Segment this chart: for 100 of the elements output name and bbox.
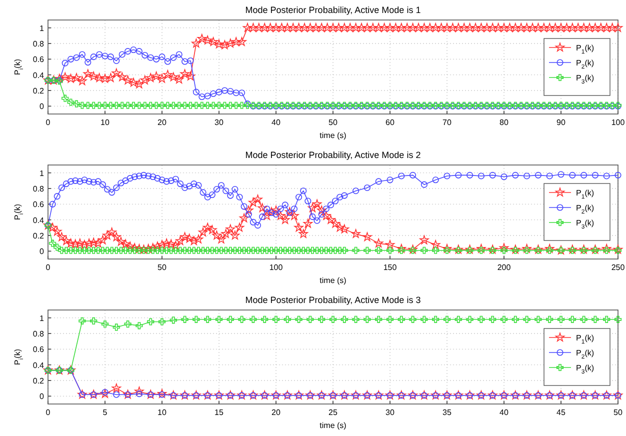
point: [124, 320, 132, 328]
point: [215, 316, 223, 323]
y-tick-label: 0.2: [32, 86, 45, 96]
point: [375, 316, 382, 323]
legend-label: P$_{2}$(k): [576, 58, 594, 70]
point: [489, 316, 496, 323]
chart-title: Mode Posterior Probability, Active Mode is 2: [245, 150, 421, 160]
point: [568, 316, 576, 323]
y-tick-label: 0.6: [32, 55, 45, 64]
point: [136, 322, 143, 330]
y-tick-label: 0.2: [32, 232, 45, 240]
point: [614, 316, 622, 323]
y-tick-label: 0: [40, 392, 45, 402]
x-tick-label: 50: [158, 263, 167, 272]
x-tick-label: 200: [497, 263, 512, 272]
point: [134, 386, 144, 396]
x-tick-label: 80: [500, 118, 509, 127]
y-tick-label: 0.4: [32, 360, 45, 370]
point: [386, 316, 394, 323]
y-tick-label: 0.6: [32, 200, 45, 210]
point: [147, 318, 154, 326]
x-tick-label: 45: [556, 408, 566, 417]
point: [78, 317, 86, 325]
point: [340, 316, 348, 323]
point: [90, 317, 98, 325]
point: [284, 316, 291, 323]
chart-title: Mode Posterior Probability, Active Mode is 1: [245, 5, 421, 15]
point: [580, 316, 588, 323]
point: [226, 316, 234, 323]
point: [157, 388, 167, 398]
point: [261, 316, 268, 323]
x-axis-title: time (s): [320, 131, 347, 140]
point: [420, 316, 428, 323]
point: [295, 316, 302, 323]
legend-label: P$_{1}$(k): [576, 44, 594, 56]
legend-label: P$_{3}$(k): [576, 218, 594, 230]
chart-title: Mode Posterior Probability, Active Mode is 3: [245, 295, 421, 305]
point: [306, 316, 314, 323]
point: [432, 316, 440, 323]
point: [352, 316, 360, 323]
y-tick-label: 0.4: [32, 216, 45, 225]
point: [398, 316, 405, 323]
x-tick-label: 25: [328, 408, 338, 417]
x-tick-label: 60: [386, 118, 395, 127]
point: [478, 316, 485, 323]
x-tick-label: 50: [328, 118, 338, 127]
x-tick-label: 5: [102, 408, 108, 417]
point: [557, 316, 565, 323]
x-tick-label: 10: [100, 118, 110, 127]
x-tick-label: 100: [611, 118, 626, 127]
x-tick-label: 90: [556, 118, 566, 127]
point: [523, 316, 530, 323]
x-tick-label: 30: [214, 118, 224, 127]
x-tick-label: 50: [614, 408, 623, 417]
x-axis-title: time (s): [320, 276, 347, 285]
y-tick-label: 0: [40, 102, 45, 112]
point: [318, 316, 326, 323]
point: [454, 316, 462, 323]
x-tick-label: 150: [383, 263, 398, 272]
x-tick-label: 0: [46, 408, 51, 417]
point: [181, 316, 188, 323]
x-tick-label: 35: [442, 408, 452, 417]
y-tick-label: 0.4: [32, 70, 45, 80]
y-tick-label: 0: [40, 247, 45, 256]
x-axis-title: time (s): [320, 421, 347, 430]
point: [101, 320, 109, 328]
point: [592, 316, 599, 323]
y-tick-label: 1: [40, 24, 45, 33]
y-tick-label: 0.2: [32, 376, 45, 386]
point: [443, 316, 451, 323]
legend-label: P$_{3}$(k): [576, 74, 594, 86]
x-tick-label: 40: [272, 118, 281, 127]
point: [466, 316, 474, 323]
point: [500, 316, 508, 323]
x-tick-label: 0: [46, 263, 51, 272]
x-tick-label: 40: [500, 408, 509, 417]
x-tick-label: 10: [158, 408, 167, 417]
y-tick-label: 0.6: [32, 345, 45, 354]
y-tick-label: 1: [40, 168, 45, 178]
point: [329, 316, 337, 323]
legend-label: P$_{2}$(k): [576, 204, 594, 216]
point: [238, 316, 246, 323]
point: [192, 316, 200, 323]
point: [603, 316, 610, 323]
x-tick-label: 70: [442, 118, 452, 127]
x-tick-label: 20: [272, 408, 281, 417]
point: [250, 316, 257, 323]
x-tick-label: 0: [46, 118, 51, 127]
x-tick-label: 250: [611, 263, 626, 272]
point: [158, 318, 166, 326]
y-tick-label: 1: [40, 314, 45, 323]
legend-label: P$_{3}$(k): [576, 364, 594, 376]
legend-label: P$_{1}$(k): [576, 188, 594, 200]
point: [113, 391, 120, 398]
point: [409, 316, 416, 323]
y-tick-label: 0.8: [32, 184, 45, 194]
point: [534, 316, 542, 323]
point: [364, 316, 371, 323]
x-tick-label: 15: [214, 408, 224, 417]
point: [170, 316, 177, 324]
